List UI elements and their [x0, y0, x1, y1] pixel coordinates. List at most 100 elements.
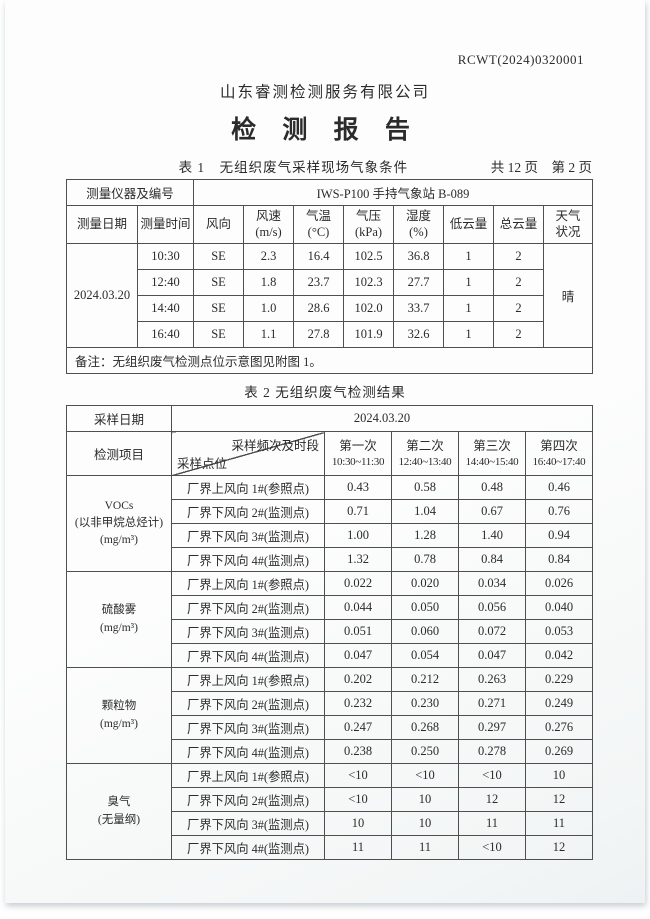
value-cell: 0.247: [324, 715, 392, 740]
value-cell: 0.263: [458, 667, 526, 692]
value-cell: 11: [525, 811, 593, 836]
value-cell: 11: [391, 835, 459, 860]
wind-dir-cell: SE: [193, 295, 245, 322]
point-cell: 厂界下风向 2#(监测点): [171, 691, 325, 716]
sample-date-row: 采样日期 2024.03.20: [66, 405, 593, 432]
low-cloud-cell: 1: [443, 295, 495, 322]
temp-cell: 27.8: [293, 321, 345, 348]
run-time: 12:40~13:40: [398, 456, 452, 469]
run-label: 第四次: [540, 438, 578, 453]
time-cell: 14:40: [136, 295, 195, 322]
run-label: 第二次: [406, 438, 444, 453]
run-time: 10:30~11:30: [331, 456, 385, 469]
result-row: 硫酸雾 (mg/m³) 厂界上风向 1#(参照点) 0.022 0.020 0.…: [66, 571, 593, 668]
run-time: 16:40~17:40: [532, 456, 586, 469]
run-header-cell: 第四次 16:40~17:40: [525, 431, 593, 476]
value-cell: 0.040: [525, 595, 593, 620]
column-header: 总云量: [493, 205, 545, 244]
table2-header-row: 检测项目 采样频次及时段 采样点位 第一次 10:30~11:30 第二次 12…: [66, 431, 593, 476]
value-cell: 0.67: [458, 499, 526, 524]
value-cell: 0.026: [525, 571, 593, 596]
value-cell: 0.43: [324, 475, 392, 500]
result-row: VOCs (以非甲烷总烃计) (mg/m³) 厂界上风向 1#(参照点) 0.4…: [66, 475, 593, 572]
result-row: 厂界下风向 3#(监测点) 1.00 1.28 1.40 0.94: [67, 523, 593, 548]
result-row: 厂界下风向 4#(监测点) 0.047 0.054 0.047 0.042: [67, 643, 593, 668]
point-cell: 厂界上风向 1#(参照点): [171, 571, 325, 596]
page-indicator: 共 12 页 第 2 页: [490, 160, 592, 175]
value-cell: 0.202: [324, 667, 392, 692]
temp-cell: 28.6: [293, 295, 345, 322]
value-cell: 0.84: [458, 547, 526, 572]
column-header: 测量日期: [66, 205, 138, 244]
sample-date-value-cell: 2024.03.20: [171, 405, 593, 432]
column-header: 低云量: [443, 205, 495, 244]
value-cell: 0.022: [324, 571, 392, 596]
value-cell: 0.78: [391, 547, 459, 572]
column-header: 测量时间: [136, 205, 195, 244]
value-cell: 0.044: [324, 595, 392, 620]
point-cell: 厂界下风向 3#(监测点): [171, 523, 325, 548]
value-cell: 0.238: [324, 739, 392, 764]
result-row: 厂界下风向 4#(监测点) 1.32 0.78 0.84 0.84: [67, 547, 593, 572]
sample-date-label-cell: 采样日期: [66, 405, 172, 432]
value-cell: 10: [391, 811, 459, 836]
point-cell: 厂界下风向 2#(监测点): [171, 595, 325, 620]
diag-top-label: 采样频次及时段: [231, 439, 319, 453]
total-cloud-cell: 2: [493, 295, 545, 322]
point-cell: 厂界下风向 4#(监测点): [171, 547, 325, 572]
value-cell: <10: [324, 787, 392, 812]
wind-dir-cell: SE: [193, 269, 245, 296]
column-header: 气压 (kPa): [343, 205, 395, 244]
run-header-cell: 第二次 12:40~13:40: [391, 431, 459, 476]
total-cloud-cell: 2: [493, 321, 545, 348]
value-cell: 0.072: [458, 619, 526, 644]
value-cell: 0.051: [324, 619, 392, 644]
wind-dir-cell: SE: [193, 321, 245, 348]
temp-cell: 16.4: [293, 243, 345, 270]
table1-data-row: 12:40 SE 1.8 23.7 102.3 27.7 1 2: [67, 269, 593, 296]
time-cell: 16:40: [136, 321, 195, 348]
run-header-cell: 第三次 14:40~15:40: [458, 431, 526, 476]
wind-speed-cell: 1.1: [243, 321, 295, 348]
value-cell: 12: [525, 787, 593, 812]
instrument-row: 测量仪器及编号 IWS-P100 手持气象站 B-089: [65, 179, 594, 206]
point-cell: 厂界下风向 3#(监测点): [171, 811, 325, 836]
time-cell: 10:30: [136, 243, 195, 270]
point-cell: 厂界上风向 1#(参照点): [171, 667, 325, 692]
value-cell: 12: [458, 787, 526, 812]
run-time: 14:40~15:40: [465, 456, 519, 469]
value-cell: 0.46: [525, 475, 593, 500]
value-cell: 0.297: [458, 715, 526, 740]
result-row: 臭气 (无量纲) 厂界上风向 1#(参照点) <10 <10 <10 10: [66, 763, 593, 860]
result-row: 厂界下风向 2#(监测点) 0.71 1.04 0.67 0.76: [67, 499, 593, 524]
value-cell: 0.047: [324, 643, 392, 668]
table1-data-row: 2024.03.20 10:30 SE 2.3 16.4 102.5 36.8 …: [66, 243, 594, 348]
value-cell: <10: [324, 763, 392, 788]
wind-speed-cell: 1.8: [243, 269, 295, 296]
pressure-cell: 102.0: [343, 295, 395, 322]
note-cell: 备注：无组织废气检测点位示意图见附图 1。: [65, 347, 594, 374]
value-cell: 10: [391, 787, 459, 812]
column-header: 风速 (m/s): [243, 205, 295, 244]
value-cell: 0.71: [324, 499, 392, 524]
item-cell: 硫酸雾 (mg/m³): [66, 571, 172, 668]
report-number: RCWT(2024)0320001: [457, 52, 584, 67]
pressure-cell: 102.5: [343, 243, 395, 270]
item-header-cell: 检测项目: [66, 431, 172, 476]
value-cell: 0.229: [525, 667, 593, 692]
result-row: 厂界下风向 3#(监测点) 0.051 0.060 0.072 0.053: [67, 619, 593, 644]
wind-speed-cell: 1.0: [243, 295, 295, 322]
total-cloud-cell: 2: [493, 269, 545, 296]
value-cell: 0.76: [525, 499, 593, 524]
value-cell: 0.042: [525, 643, 593, 668]
item-cell: VOCs (以非甲烷总烃计) (mg/m³): [66, 475, 172, 572]
measure-date-cell: 2024.03.20: [66, 243, 138, 348]
column-header: 风向: [193, 205, 245, 244]
humidity-cell: 27.7: [393, 269, 445, 296]
point-cell: 厂界上风向 1#(参照点): [171, 475, 325, 500]
value-cell: 11: [324, 835, 392, 860]
value-cell: 0.212: [391, 667, 459, 692]
point-cell: 厂界下风向 4#(监测点): [171, 739, 325, 764]
scanned-report-page: RCWT(2024)0320001 山东睿测检测服务有限公司 检 测 报 告 表…: [5, 0, 645, 903]
result-row: 厂界下风向 4#(监测点) 0.238 0.250 0.278 0.269: [67, 739, 593, 764]
